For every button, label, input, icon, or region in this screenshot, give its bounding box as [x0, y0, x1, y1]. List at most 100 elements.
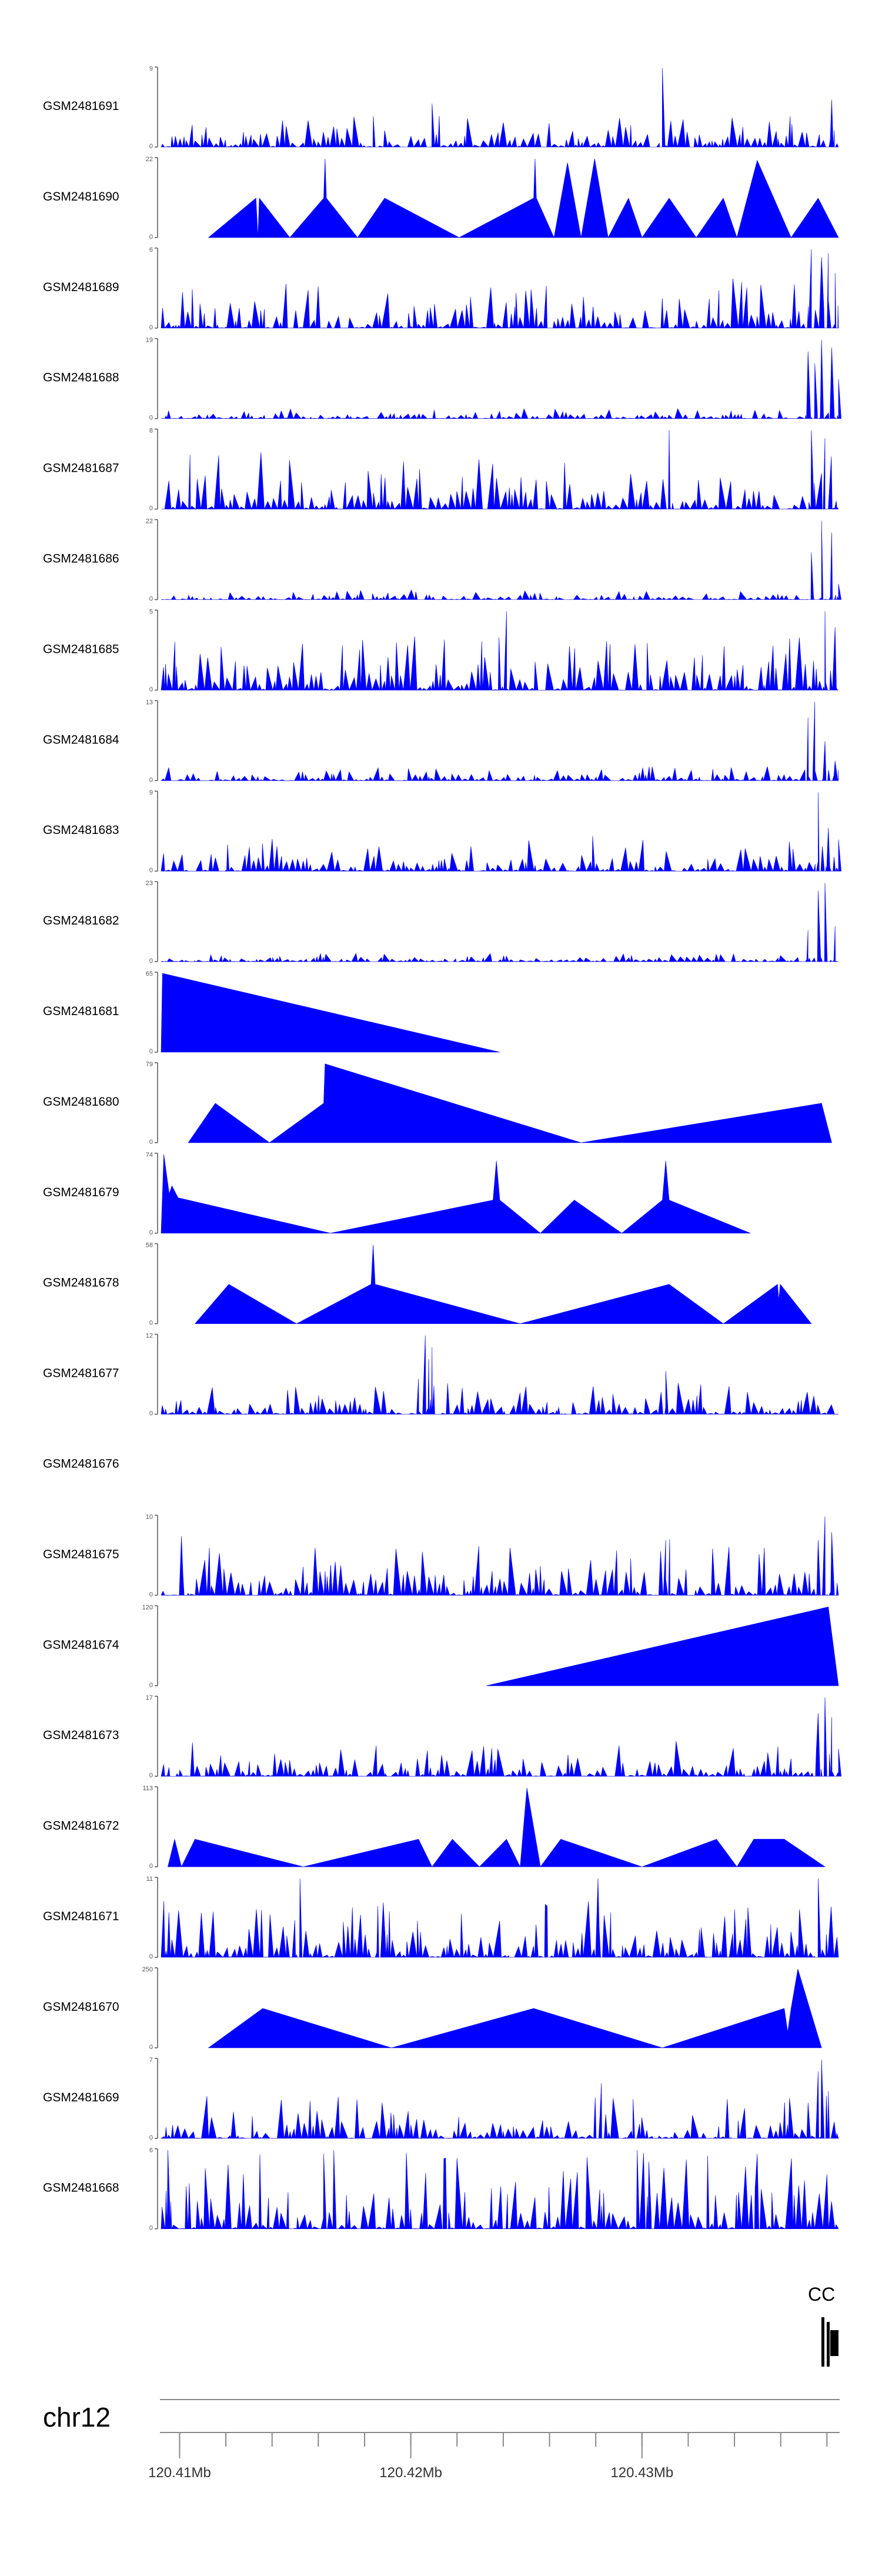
track-ymax-label: 79	[146, 1061, 153, 1068]
track-label: GSM2481688	[43, 371, 119, 385]
track-GSM2481686: GSM2481686 22 0	[43, 518, 841, 603]
track-ymax-label: 19	[146, 337, 153, 344]
track-signal-area	[161, 611, 838, 691]
track-GSM2481689: GSM2481689 6 0	[43, 246, 839, 331]
track-label: GSM2481677	[43, 1367, 119, 1380]
axis-tick-label: 120.41Mb	[148, 2465, 211, 2481]
genome-axis: chr12 120.41Mb 120.42Mb 120.43Mb	[43, 2399, 840, 2481]
track-ymin-label: 0	[149, 1772, 153, 1779]
track-GSM2481673: GSM2481673 17 0	[43, 1694, 841, 1779]
track-ymin-label: 0	[149, 1410, 153, 1417]
track-label: GSM2481673	[43, 1729, 119, 1742]
gene-label: CC	[808, 2284, 835, 2305]
gene-exon-left	[821, 2317, 824, 2367]
track-label: GSM2481676	[43, 1457, 119, 1471]
track-ymax-label: 250	[142, 1966, 153, 1973]
axis-tick-label: 120.42Mb	[379, 2465, 442, 2481]
track-ymin-label: 0	[149, 505, 153, 512]
track-ymin-label: 0	[149, 867, 153, 874]
track-ymax-label: 58	[146, 1242, 153, 1249]
track-ymax-label: 6	[149, 2147, 153, 2154]
track-ymin-label: 0	[149, 1953, 153, 1960]
track-ymax-label: 6	[149, 246, 153, 253]
track-ymax-label: 113	[142, 1785, 153, 1792]
track-signal-area	[161, 702, 839, 782]
track-ymax-label: 8	[149, 428, 153, 435]
data-tracks: GSM248169190GSM2481690220GSM248168960GSM…	[43, 65, 841, 2232]
track-GSM2481669: GSM2481669 7 0	[43, 2057, 839, 2141]
track-ymin-label: 0	[149, 1591, 153, 1598]
track-label: GSM2481679	[43, 1186, 119, 1199]
track-GSM2481687: GSM2481687 8 0	[43, 428, 839, 512]
track-label: GSM2481685	[43, 642, 119, 656]
track-ymin-label: 0	[149, 143, 153, 150]
track-GSM2481683: GSM2481683 9 0	[43, 789, 841, 874]
track-ymax-label: 7	[149, 2057, 153, 2064]
track-signal-area	[161, 339, 841, 419]
track-GSM2481676: GSM2481676	[43, 1457, 119, 1471]
track-ymax-label: 17	[146, 1694, 153, 1701]
track-signal-area	[160, 2059, 839, 2139]
track-ymin-label: 0	[149, 1229, 153, 1236]
track-label: GSM2481690	[43, 190, 119, 203]
track-label: GSM2481681	[43, 1005, 119, 1018]
track-label: GSM2481678	[43, 1276, 119, 1290]
track-signal-area	[161, 792, 841, 872]
track-ymax-label: 120	[142, 1604, 153, 1611]
chromosome-label: chr12	[43, 2402, 111, 2432]
track-ymin-label: 0	[149, 2134, 153, 2141]
track-GSM2481691: GSM2481691 9 0	[43, 65, 839, 150]
track-label: GSM2481668	[43, 2181, 119, 2195]
track-signal-area	[161, 249, 839, 329]
track-signal-area	[161, 2150, 839, 2230]
track-signal-area	[188, 1063, 832, 1143]
track-ymin-label: 0	[149, 1681, 153, 1689]
track-GSM2481668: GSM2481668 6 0	[43, 2147, 839, 2232]
track-ymax-label: 9	[149, 789, 153, 796]
gene-annotation-track: CC	[808, 2284, 838, 2367]
track-signal-area	[161, 1878, 839, 1958]
track-label: GSM2481684	[43, 733, 119, 746]
track-GSM2481685: GSM2481685 5 0	[43, 608, 838, 693]
track-label: GSM2481689	[43, 281, 119, 294]
track-ymin-label: 0	[149, 2044, 153, 2051]
track-GSM2481675: GSM2481675 10 0	[43, 1513, 839, 1598]
track-ymax-label: 23	[146, 880, 153, 887]
track-GSM2481680: GSM2481680 79 0	[43, 1061, 832, 1146]
track-ymax-label: 9	[149, 65, 153, 72]
track-GSM2481677: GSM2481677 12 0	[43, 1333, 839, 1417]
track-GSM2481684: GSM2481684 13 0	[43, 699, 839, 783]
track-signal-area	[168, 1788, 826, 1868]
track-label: GSM2481687	[43, 462, 119, 475]
track-ymax-label: 65	[146, 970, 153, 977]
track-ymin-label: 0	[149, 957, 153, 965]
track-label: GSM2481680	[43, 1095, 119, 1109]
track-GSM2481688: GSM2481688 19 0	[43, 337, 841, 422]
track-label: GSM2481670	[43, 2000, 119, 2014]
track-ymin-label: 0	[149, 415, 153, 422]
track-signal-area	[161, 430, 839, 510]
track-signal-area	[208, 1968, 822, 2048]
track-label: GSM2481682	[43, 914, 119, 927]
track-ymax-label: 10	[146, 1513, 153, 1520]
track-signal-area	[161, 1335, 839, 1415]
track-signal-area	[161, 520, 841, 600]
track-GSM2481690: GSM2481690 22 0	[43, 156, 839, 241]
gene-exon-mid	[827, 2322, 830, 2367]
track-GSM2481671: GSM2481671 11 0	[43, 1876, 839, 1960]
track-signal-area	[486, 1606, 839, 1686]
track-ymin-label: 0	[149, 596, 153, 603]
track-signal-area	[161, 1697, 841, 1777]
track-label: GSM2481669	[43, 2091, 119, 2104]
track-ymin-label: 0	[149, 1863, 153, 1870]
track-label: GSM2481691	[43, 99, 119, 113]
track-GSM2481682: GSM2481682 23 0	[43, 880, 838, 965]
track-ymax-label: 22	[146, 518, 153, 525]
track-label: GSM2481671	[43, 1910, 119, 1923]
track-signal-area	[161, 1154, 751, 1234]
track-label: GSM2481686	[43, 552, 119, 566]
track-ymin-label: 0	[149, 1048, 153, 1055]
track-ymin-label: 0	[149, 1320, 153, 1327]
track-GSM2481678: GSM2481678 58 0	[43, 1242, 812, 1327]
